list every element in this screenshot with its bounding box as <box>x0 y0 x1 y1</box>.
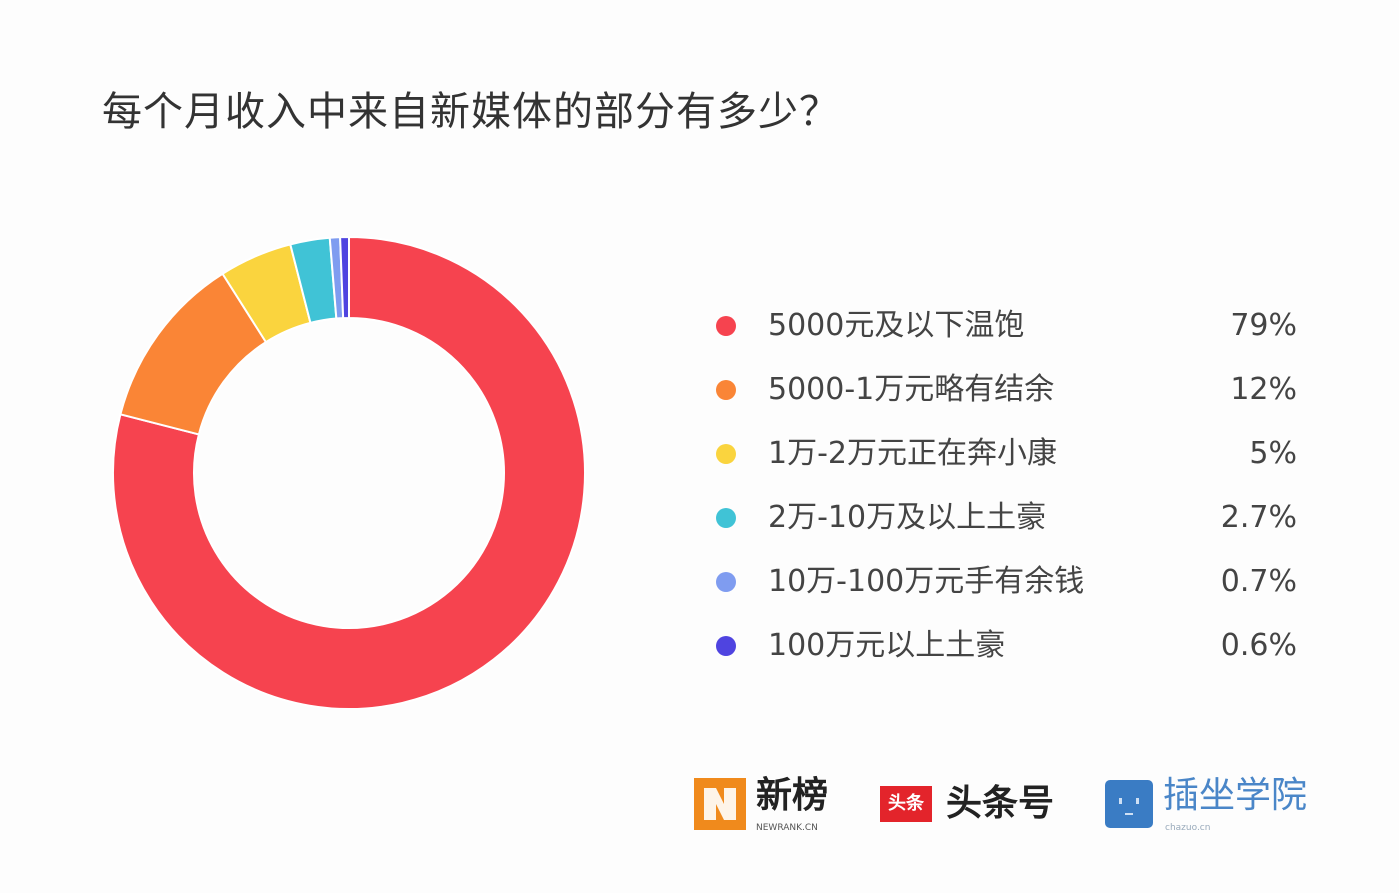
legend-value: 0.6% <box>1220 628 1297 663</box>
legend-item: 1万-2万元正在奔小康 5% <box>712 434 1297 478</box>
newrank-name: 新榜 <box>756 775 829 816</box>
legend-item: 100万元以上土豪 0.6% <box>712 626 1297 670</box>
legend-item: 5000-1万元略有结余 12% <box>712 370 1297 414</box>
legend-item: 2万-10万及以上土豪 2.7% <box>712 498 1297 542</box>
legend-value: 0.7% <box>1220 564 1297 599</box>
legend-marker <box>716 636 736 656</box>
chart-title: 每个月收入中来自新媒体的部分有多少？ <box>102 89 840 135</box>
legend-marker <box>716 316 736 336</box>
legend-marker <box>716 508 736 528</box>
legend-label: 10万-100万元手有余钱 <box>768 564 1085 599</box>
chazuo-sub: chazuo.cn <box>1165 823 1211 833</box>
donut-slice <box>112 235 586 710</box>
legend-label: 5000-1万元略有结余 <box>768 372 1055 407</box>
legend-item: 5000元及以下温饱 79% <box>712 306 1297 350</box>
logo-toutiao: 头条 头条号 <box>880 772 1080 844</box>
legend-value: 12% <box>1230 372 1297 407</box>
logo-chazuo: 插坐学院 chazuo.cn <box>1105 772 1325 844</box>
toutiao-name: 头条号 <box>946 783 1055 824</box>
legend-value: 2.7% <box>1220 500 1297 535</box>
donut-chart <box>112 235 586 710</box>
toutiao-logo-icon: 头条 <box>880 786 932 822</box>
logo-newrank: 新榜 NEWRANK.CN <box>694 772 854 844</box>
legend-label: 1万-2万元正在奔小康 <box>768 436 1057 471</box>
legend-value: 5% <box>1249 436 1297 471</box>
legend-label: 5000元及以下温饱 <box>768 308 1025 343</box>
legend-marker <box>716 572 736 592</box>
newrank-logo-icon <box>694 778 746 830</box>
legend-marker <box>716 444 736 464</box>
newrank-sub: NEWRANK.CN <box>756 823 818 833</box>
chazuo-name: 插坐学院 <box>1163 775 1308 816</box>
legend-value: 79% <box>1230 308 1297 343</box>
legend-marker <box>716 380 736 400</box>
chazuo-logo-icon <box>1105 780 1153 828</box>
legend-label: 100万元以上土豪 <box>768 628 1006 663</box>
legend-label: 2万-10万及以上土豪 <box>768 500 1047 535</box>
legend-item: 10万-100万元手有余钱 0.7% <box>712 562 1297 606</box>
donut-slice <box>339 235 350 320</box>
